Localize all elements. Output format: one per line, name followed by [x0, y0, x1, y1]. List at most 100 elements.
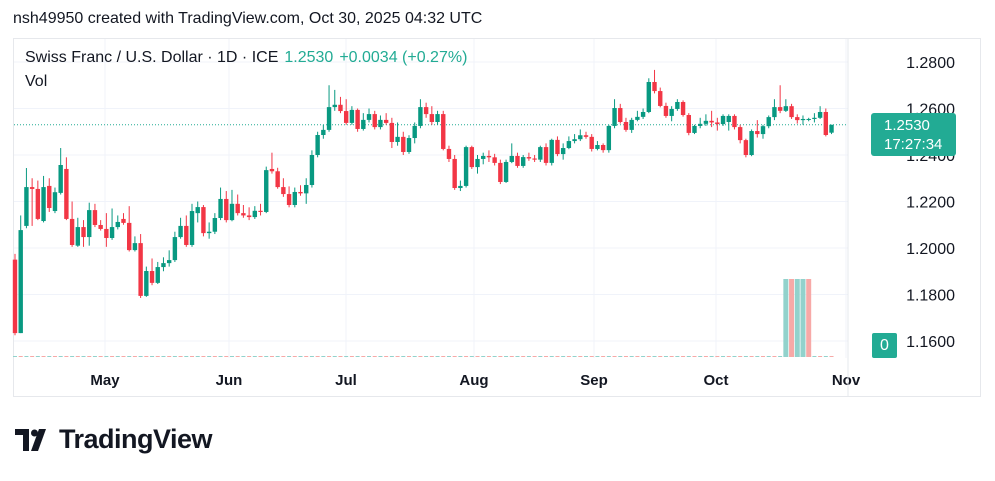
candle-body — [481, 155, 486, 159]
volume-bar-zero — [635, 356, 640, 357]
volume-bar-zero — [424, 356, 429, 357]
volume-bar-zero — [264, 356, 269, 357]
volume-bar-zero — [35, 356, 40, 357]
volume-bar-zero — [492, 356, 497, 357]
candle-body — [543, 147, 549, 163]
candle-body — [144, 271, 149, 296]
volume-bar-zero — [766, 356, 771, 357]
volume-bar-zero — [315, 356, 320, 357]
volume-bar — [783, 279, 789, 357]
volume-bar-zero — [150, 356, 155, 357]
volume-bar-zero — [367, 356, 372, 357]
volume-bar-zero — [646, 356, 651, 357]
volume-bar-zero — [292, 356, 297, 357]
volume-bar-zero — [566, 356, 571, 357]
current-price-label: 1.2530 17:27:34 — [871, 113, 956, 156]
candle-body — [264, 170, 269, 212]
volume-bar-zero — [281, 356, 286, 357]
candle-body — [281, 187, 286, 195]
volume-bar-zero — [395, 356, 400, 357]
volume-bar-zero — [224, 356, 229, 357]
volume-bar-zero — [726, 356, 731, 357]
candle-body — [560, 148, 566, 155]
candle-body — [663, 105, 669, 116]
candle-body — [503, 161, 509, 182]
volume-bar-zero — [589, 356, 594, 357]
volume-bar-zero — [92, 356, 97, 357]
volume-bar-zero — [52, 356, 57, 357]
volume-bar-zero — [692, 356, 697, 357]
candle-body — [435, 114, 440, 122]
volume-bar-zero — [418, 356, 423, 357]
candle-body — [812, 117, 817, 119]
volume-bar-zero — [555, 356, 560, 357]
volume-bar-zero — [703, 356, 708, 357]
volume-bar-zero — [75, 356, 80, 357]
candle-body — [646, 81, 652, 112]
candle-body — [395, 136, 400, 142]
volume-bar-zero — [212, 356, 217, 357]
volume-bar-zero — [578, 356, 583, 357]
candle-body — [35, 188, 41, 219]
price-change: +0.0034 (+0.27%) — [339, 49, 468, 66]
candle-body — [18, 230, 23, 334]
volume-bar-zero — [515, 356, 520, 357]
volume-bar-zero — [818, 356, 823, 357]
volume-bar-zero — [435, 356, 440, 357]
volume-bar-zero — [464, 356, 469, 357]
candle-body — [383, 119, 389, 123]
volume-bar-zero — [761, 356, 766, 357]
volume-bar-zero — [698, 356, 703, 357]
candle-body — [475, 158, 480, 168]
volume-bar-zero — [269, 356, 274, 357]
candle-body — [789, 106, 794, 118]
volume-bar-zero — [195, 356, 200, 357]
candle-body — [41, 187, 46, 222]
candle-body — [766, 117, 771, 127]
volume-bar-zero — [458, 356, 463, 357]
volume-bar-zero — [41, 356, 46, 357]
volume-bar-zero — [349, 356, 354, 357]
candle-body — [720, 115, 726, 125]
volume-bar-zero — [115, 356, 120, 357]
y-tick-label: 1.2200 — [906, 195, 955, 212]
volume-bar-zero — [144, 356, 149, 357]
candle-body — [195, 207, 200, 214]
volume-bar-zero — [58, 356, 63, 357]
candle-body — [246, 215, 252, 218]
volume-bar-zero — [732, 356, 737, 357]
volume-bar-zero — [715, 356, 720, 357]
volume-bar-zero — [161, 356, 166, 357]
candle-body — [498, 162, 503, 182]
candle-body — [755, 131, 760, 135]
volume-bar-zero — [509, 356, 514, 357]
candle-body — [441, 114, 446, 149]
volume-bar-zero — [504, 356, 509, 357]
candle-body — [361, 119, 366, 129]
x-tick-label: Aug — [459, 372, 488, 389]
candle-body — [298, 191, 303, 194]
volume-bar-zero — [252, 356, 257, 357]
volume-bar-zero — [389, 356, 394, 357]
volume-bar-zero — [201, 356, 206, 357]
volume-bar-zero — [121, 356, 126, 357]
tradingview-logo[interactable]: TradingView — [15, 424, 213, 455]
candle-body — [229, 203, 235, 221]
volume-bar-zero — [561, 356, 566, 357]
candle-body — [172, 237, 178, 261]
volume-legend: Vol — [25, 73, 48, 90]
volume-bar — [794, 279, 800, 357]
volume-bar-zero — [218, 356, 223, 357]
y-tick-label: 1.2800 — [906, 55, 955, 72]
candle-body — [772, 107, 777, 118]
candle-body — [366, 114, 372, 120]
symbol-legend: Swiss Franc / U.S. Dollar · 1D · ICE 1.25… — [25, 49, 467, 67]
candle-body — [458, 185, 463, 189]
x-tick-label: Nov — [832, 372, 861, 389]
candle-body — [332, 104, 337, 108]
x-tick-label: Jun — [216, 372, 243, 389]
candle-body — [675, 101, 680, 109]
volume-bar-zero — [481, 356, 486, 357]
candle-body — [595, 145, 600, 149]
